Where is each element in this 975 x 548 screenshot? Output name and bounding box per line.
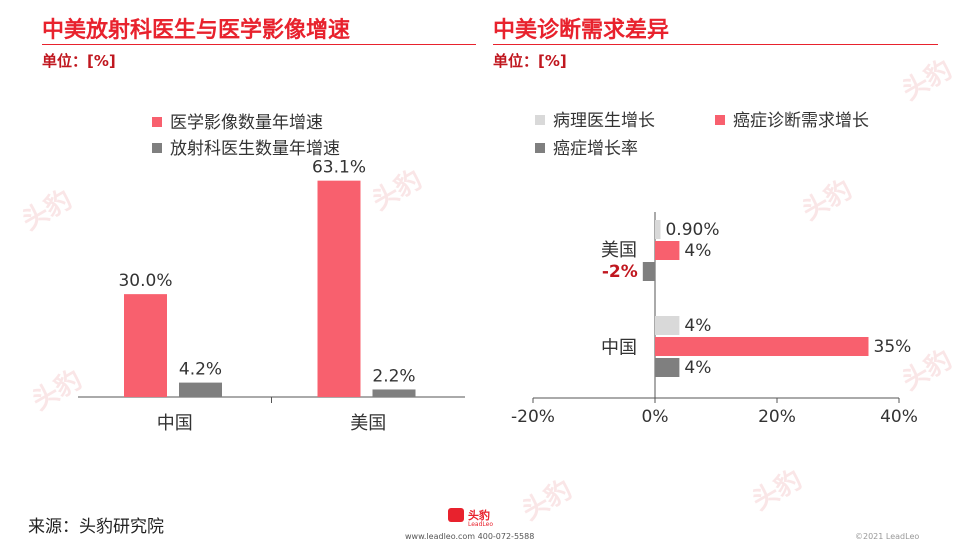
logo-subtext: LeadLeo: [468, 521, 494, 528]
data-label: 0.90%: [665, 220, 719, 240]
data-label: 30.0%: [118, 271, 172, 291]
legend-label: 放射科医生数量年增速: [170, 139, 340, 159]
data-label: 63.1%: [312, 158, 366, 178]
bar: [655, 220, 661, 239]
right-title-rule: [493, 44, 938, 45]
bar: [655, 241, 680, 260]
x-tick-label: -20%: [511, 407, 555, 427]
right-chart-title: 中美诊断需求差异: [493, 18, 670, 43]
x-tick-label: 0%: [642, 407, 669, 427]
watermark: 头豹: [747, 464, 808, 517]
bar: [642, 262, 655, 281]
right-unit-label: 单位：[%]: [493, 52, 567, 70]
legend-label: 癌症诊断需求增长: [733, 111, 869, 131]
copyright: ©2021 LeadLeo: [855, 532, 920, 541]
legend-label: 癌症增长率: [553, 139, 638, 159]
legend-swatch: [535, 115, 545, 125]
contact-info[interactable]: www.leadleo.com 400-072-5588: [405, 532, 535, 541]
x-tick-label: 中国: [157, 413, 193, 434]
bar: [655, 337, 869, 356]
legend-swatch: [152, 117, 162, 127]
left-chart-title: 中美放射科医生与医学影像增速: [42, 18, 351, 43]
bar: [179, 382, 222, 397]
bar: [372, 389, 416, 397]
bar: [124, 294, 167, 397]
legend-swatch: [715, 115, 725, 125]
data-label: 2.2%: [372, 366, 415, 386]
y-tick-label: 美国: [601, 240, 637, 261]
data-label: 4%: [684, 358, 711, 378]
legend-label: 病理医生增长: [553, 111, 655, 131]
bar: [655, 358, 680, 377]
watermark: 头豹: [517, 474, 578, 527]
legend-swatch: [535, 143, 545, 153]
bar: [655, 316, 680, 335]
leadleo-logo-icon: [448, 508, 464, 522]
source-note: 来源：头豹研究院: [28, 517, 164, 537]
data-label: 4%: [684, 241, 711, 261]
x-tick-label: 40%: [880, 407, 918, 427]
logo-text: 头豹: [468, 509, 490, 522]
legend-label: 医学影像数量年增速: [170, 113, 323, 133]
x-tick-label: 20%: [758, 407, 796, 427]
data-label: -2%: [602, 262, 638, 282]
left-title-rule: [42, 44, 476, 45]
bar: [317, 180, 361, 397]
x-tick-label: 美国: [350, 413, 386, 434]
data-label: 35%: [874, 337, 912, 357]
data-label: 4%: [684, 316, 711, 336]
data-label: 4.2%: [179, 360, 222, 380]
legend-swatch: [152, 143, 162, 153]
y-tick-label: 中国: [601, 338, 637, 359]
left-unit-label: 单位：[%]: [42, 52, 116, 70]
watermark: 头豹: [897, 54, 958, 107]
